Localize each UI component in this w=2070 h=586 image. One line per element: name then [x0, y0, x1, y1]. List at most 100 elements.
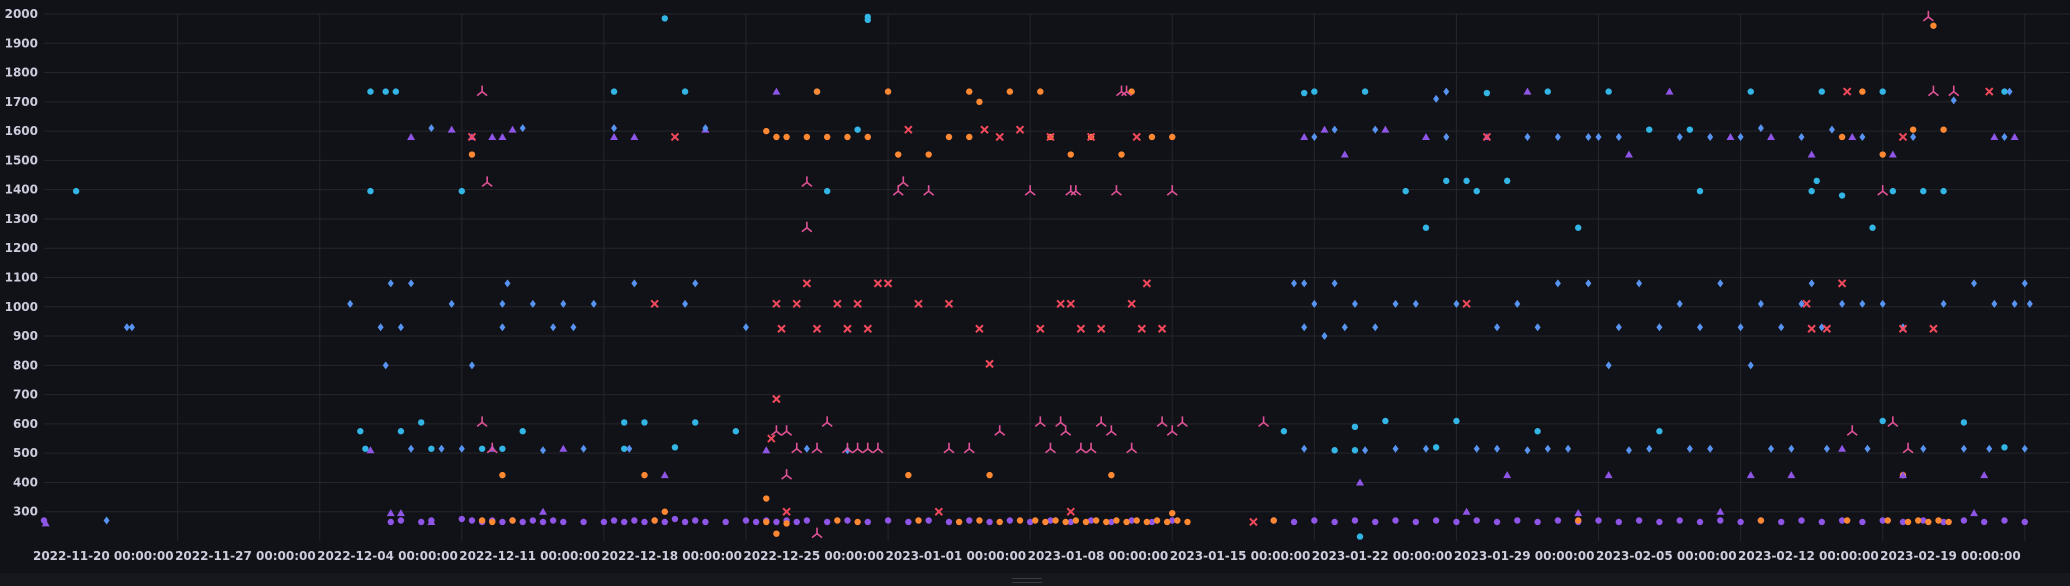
y-tick-label: 1500 — [5, 153, 38, 167]
data-point — [1116, 85, 1127, 97]
data-point — [1087, 517, 1095, 524]
data-point — [418, 419, 425, 426]
data-point — [1453, 417, 1460, 425]
data-point — [1818, 323, 1825, 332]
data-point — [1422, 444, 1429, 453]
data-point — [1085, 442, 1097, 454]
scroll-handle[interactable] — [1012, 578, 1042, 583]
x-tick-label: 2022-11-20 00:00:00 — [33, 549, 174, 563]
data-point — [458, 187, 466, 195]
data-point — [1726, 132, 1735, 140]
data-point — [1879, 151, 1886, 158]
data-point — [610, 517, 618, 524]
data-point — [1818, 518, 1825, 526]
data-point — [428, 517, 435, 524]
data-point — [895, 151, 902, 158]
data-point — [2001, 88, 2008, 95]
data-point — [914, 299, 923, 309]
data-point — [905, 471, 912, 479]
data-point — [1148, 133, 1156, 141]
data-point — [467, 132, 477, 142]
data-point — [123, 323, 130, 332]
data-point — [458, 515, 466, 523]
data-point — [1909, 126, 1917, 133]
data-point — [641, 419, 648, 426]
x-tick-label: 2022-12-25 00:00:00 — [743, 549, 884, 563]
data-point — [1105, 425, 1117, 436]
data-point — [975, 324, 984, 333]
data-point — [955, 518, 963, 526]
data-point — [2001, 444, 2008, 451]
data-point — [742, 517, 750, 524]
x-tick-label: 2023-01-08 00:00:00 — [1028, 549, 1169, 563]
x-tick-label: 2023-02-05 00:00:00 — [1596, 549, 1737, 563]
y-tick-label: 700 — [13, 388, 38, 402]
grid-lines — [44, 13, 2070, 541]
data-point — [782, 507, 791, 516]
data-point — [980, 125, 989, 134]
data-point — [1904, 518, 1912, 526]
data-point — [488, 132, 497, 140]
data-point — [1121, 85, 1133, 97]
x-tick-label: 2023-01-15 00:00:00 — [1170, 549, 1311, 563]
data-point — [486, 442, 498, 454]
data-point — [823, 133, 831, 141]
data-point — [382, 88, 389, 95]
data-point — [1015, 125, 1025, 134]
data-point — [1443, 87, 1450, 96]
horizontal-scrollbar[interactable] — [0, 573, 2070, 586]
data-point — [489, 518, 496, 526]
data-point — [40, 517, 48, 524]
data-point — [1869, 224, 1876, 231]
data-point — [1453, 518, 1460, 526]
data-point — [1838, 517, 1846, 524]
y-tick-label: 1600 — [5, 124, 38, 138]
data-point — [1301, 279, 1308, 288]
y-tick-label: 2000 — [5, 7, 38, 21]
data-point — [1166, 185, 1178, 196]
data-point — [841, 442, 853, 454]
data-point — [821, 416, 833, 428]
x-tick-label: 2023-01-22 00:00:00 — [1312, 549, 1453, 563]
data-point — [772, 394, 781, 404]
data-point — [1920, 444, 1927, 453]
data-point — [458, 444, 465, 453]
data-point — [549, 517, 557, 524]
data-point — [1113, 517, 1120, 524]
data-point — [803, 517, 811, 524]
data-point — [1575, 224, 1582, 231]
y-tick-label: 400 — [13, 475, 38, 489]
data-point — [1717, 279, 1724, 288]
data-point — [1656, 323, 1663, 332]
data-point — [447, 125, 456, 133]
data-point — [620, 445, 628, 452]
data-point — [791, 442, 803, 454]
x-tick-label: 2022-11-27 00:00:00 — [175, 549, 316, 563]
x-tick-label: 2023-01-01 00:00:00 — [886, 549, 1027, 563]
data-point — [620, 419, 628, 426]
data-point — [504, 279, 511, 288]
data-point — [1503, 177, 1511, 185]
y-tick-label: 1700 — [5, 95, 38, 109]
data-point — [1605, 88, 1612, 95]
data-point — [1788, 444, 1795, 453]
data-point — [408, 279, 415, 288]
data-point — [883, 279, 893, 288]
data-point — [1822, 324, 1832, 333]
data-point — [550, 323, 557, 332]
data-point — [428, 124, 435, 133]
data-point — [1807, 150, 1816, 158]
data-point — [864, 518, 871, 526]
data-point — [803, 444, 810, 453]
data-point — [650, 299, 659, 309]
data-point — [813, 88, 821, 95]
data-point — [539, 518, 547, 526]
data-point — [1128, 88, 1135, 95]
data-point — [763, 518, 770, 526]
data-point — [1646, 444, 1653, 453]
data-point — [1902, 442, 1914, 454]
data-point — [1060, 425, 1072, 436]
data-point — [1746, 471, 1755, 479]
data-point — [1044, 442, 1056, 454]
